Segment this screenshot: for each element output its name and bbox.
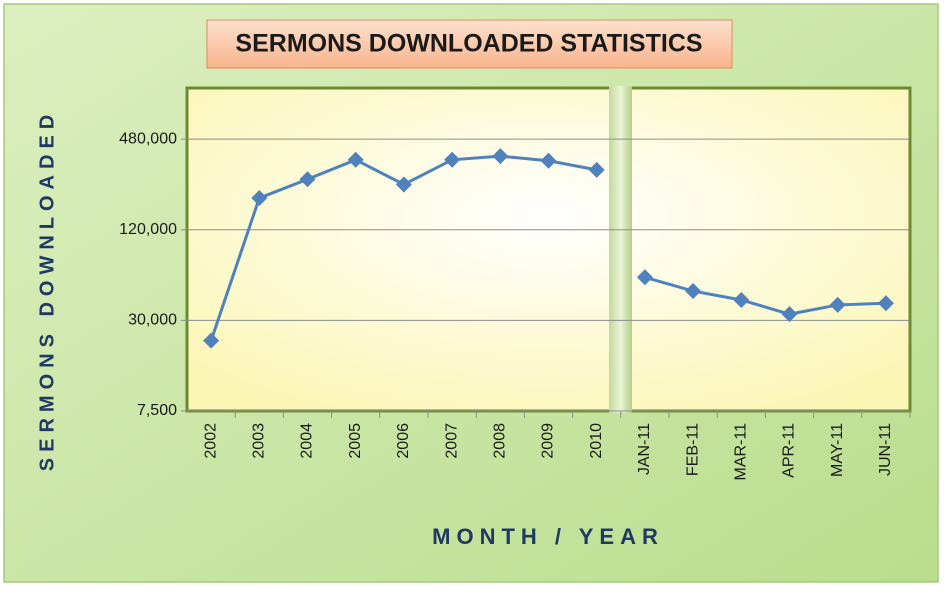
marker [877, 295, 894, 312]
marker [444, 151, 461, 168]
x-tick-label: 2008 [492, 423, 509, 459]
plot-area [185, 86, 912, 413]
marker [395, 176, 412, 193]
marker [251, 190, 268, 207]
title-box [206, 19, 733, 69]
x-tick-label: 2007 [443, 423, 460, 459]
x-tick-label: JAN-11 [636, 423, 653, 475]
y-axis-title: SERMONS DOWNLOADED [36, 109, 58, 471]
x-tick-label: 2010 [588, 423, 605, 459]
x-tick-label: 2002 [202, 423, 219, 459]
marker [733, 291, 750, 308]
separator [609, 86, 632, 413]
x-tick-label: JUN-11 [877, 423, 894, 476]
marker [781, 306, 798, 323]
marker [203, 332, 220, 349]
marker [347, 151, 364, 168]
x-tick-label: 2003 [251, 423, 268, 459]
x-tick-label: 2004 [299, 423, 316, 459]
y-tick-label: 480,000 [119, 130, 177, 147]
marker [636, 269, 653, 286]
marker [492, 148, 509, 165]
series-line [644, 275, 886, 316]
marker [829, 296, 846, 313]
y-tick-label: 120,000 [119, 221, 177, 238]
x-tick-label: APR-11 [781, 423, 798, 478]
y-tick-label: 7,500 [137, 402, 177, 419]
chart-title: SERMONS DOWNLOADED STATISTICS [235, 30, 702, 58]
x-tick-label: FEB-11 [684, 423, 701, 476]
x-tick-label: 2006 [395, 423, 412, 459]
x-axis-title: MONTH / YEAR [432, 524, 664, 549]
marker [299, 171, 316, 188]
x-tick-label: 2009 [540, 423, 557, 459]
x-tick-label: MAY-11 [829, 423, 846, 477]
marker [685, 283, 702, 300]
x-tick-label: 2005 [347, 423, 364, 459]
marker [588, 161, 605, 178]
x-tick-label: MAR-11 [733, 423, 750, 481]
marker [540, 152, 557, 169]
y-tick-label: 30,000 [128, 312, 177, 329]
